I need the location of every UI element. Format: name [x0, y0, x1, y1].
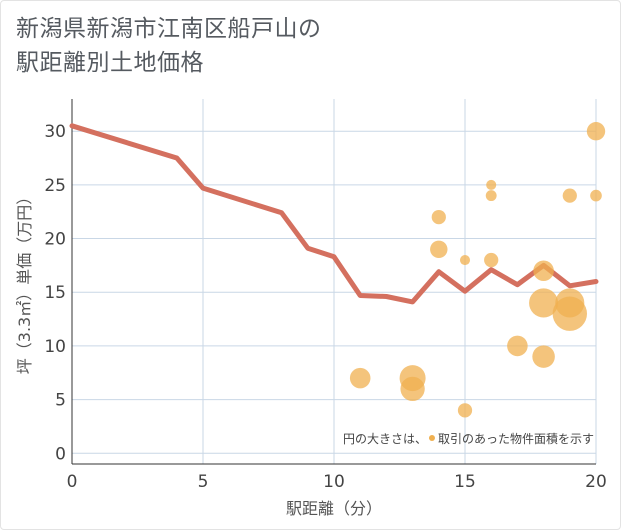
axes: [71, 99, 596, 465]
bubble-layer: [349, 122, 606, 418]
chart-title-line1: 新潟県新潟市江南区船戸山の: [16, 16, 322, 42]
x-tick-label: 5: [198, 472, 209, 492]
x-axis-title: 駅距離（分）: [286, 499, 382, 518]
bubble-point: [507, 335, 528, 357]
y-tick-label: 5: [55, 391, 66, 411]
size-note-text-2: 取引のあった物件面積を示す: [438, 431, 594, 446]
x-tick-label: 20: [585, 472, 607, 492]
y-tick-label: 20: [44, 230, 66, 250]
grid-lines: [72, 99, 597, 464]
bubble-point: [484, 252, 499, 268]
bubble-point: [486, 179, 497, 190]
bubble-point: [400, 376, 425, 402]
x-tick-label: 15: [454, 472, 476, 492]
y-tick-label: 10: [44, 337, 66, 357]
bubble-point: [459, 254, 471, 266]
bubble-point: [533, 260, 554, 282]
bubble-point: [562, 188, 577, 203]
bubble-point: [431, 209, 446, 225]
size-note-dot: [428, 435, 435, 441]
size-note-text: 円の大きさは、: [343, 432, 427, 446]
price-line: [69, 123, 599, 305]
bubble-point: [457, 403, 473, 418]
x-tick-label: 10: [323, 472, 345, 492]
y-tick-label: 25: [44, 176, 66, 196]
bubble-point: [430, 240, 448, 259]
tick-labels: 0 5 10 15 20 0 5 10 15 20 25 30: [44, 122, 606, 492]
price-line-layer: [69, 123, 599, 305]
bubble-point: [529, 288, 559, 318]
x-tick-label: 0: [67, 472, 78, 492]
bubble-point: [590, 189, 602, 202]
y-tick-label: 0: [55, 444, 66, 464]
bubble-point: [552, 296, 587, 331]
bubble-point: [532, 345, 555, 368]
chart-title: 新潟県新潟市江南区船戸山の 駅距離別土地価格: [16, 12, 322, 80]
size-note: 円の大きさは、 取引のあった物件面積を示す: [343, 431, 594, 446]
y-axis-title: 坪（3.3㎡）単価（万円）: [15, 189, 34, 374]
bubble-point: [485, 190, 497, 202]
bubble-point: [586, 122, 606, 141]
chart-title-line2: 駅距離別土地価格: [16, 50, 204, 76]
bubble-point: [349, 367, 371, 389]
y-tick-label: 15: [44, 283, 66, 303]
y-tick-label: 30: [44, 122, 66, 142]
